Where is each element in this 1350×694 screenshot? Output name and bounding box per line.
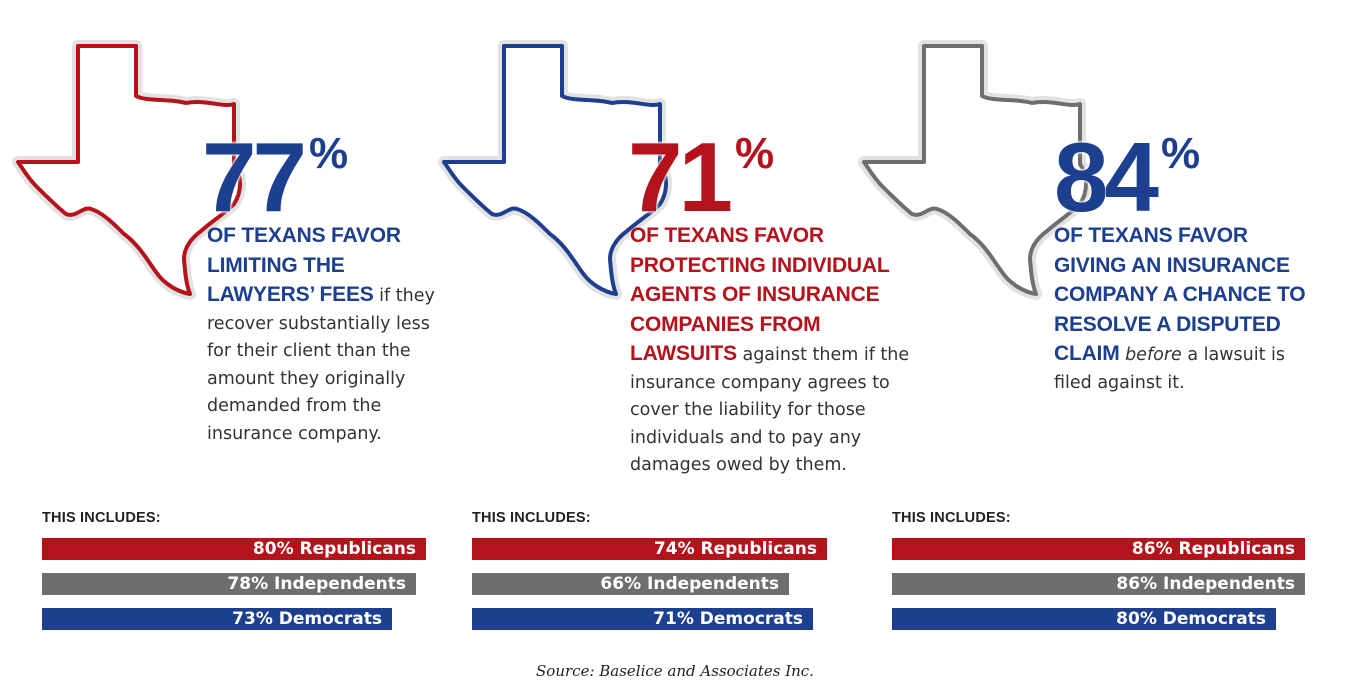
headline-detail: if they recover substantially less for t… (207, 286, 435, 444)
bar-republicans: 86% Republicans (892, 538, 1305, 560)
headline-percentage: 77% (202, 128, 348, 226)
headline-percentage-value: 71 (628, 122, 733, 232)
headline-percentage: 84% (1054, 128, 1200, 226)
headline-percentage-value: 77 (202, 122, 307, 232)
headline-emphasis: before (1125, 345, 1182, 365)
bar-independents: 66% Independents (472, 573, 789, 595)
headline-highlight: OF TEXANS FAVOR PROTECTING INDIVIDUAL AG… (630, 224, 890, 365)
texas-outline-stroke (442, 44, 668, 296)
headline-description: OF TEXANS FAVOR LIMITING THE LAWYERS’ FE… (207, 222, 435, 448)
texas-outline-icon (858, 40, 1092, 300)
headline-percentage-sign: % (309, 129, 349, 178)
texas-outline-icon (438, 40, 672, 300)
bar-republicans: 80% Republicans (42, 538, 426, 560)
stat-panel-resolve-claim: 84% OF TEXANS FAVOR GIVING AN INSURANCE C… (850, 0, 1306, 650)
bar-independents: 86% Independents (892, 573, 1305, 595)
includes-label: THIS INCLUDES: (892, 510, 1011, 526)
texas-outline-stroke (16, 44, 242, 296)
headline-highlight: OF TEXANS FAVOR LIMITING THE LAWYERS’ FE… (207, 224, 401, 306)
texas-outline-stroke (862, 44, 1088, 296)
bar-independents: 78% Independents (42, 573, 416, 595)
headline-percentage-sign: % (735, 129, 775, 178)
headline-detail: a lawsuit is filed against it. (1054, 345, 1286, 393)
bar-democrats: 73% Democrats (42, 608, 392, 630)
headline-highlight: OF TEXANS FAVOR GIVING AN INSURANCE COMP… (1054, 224, 1306, 365)
headline-percentage-sign: % (1161, 129, 1201, 178)
bar-republicans: 74% Republicans (472, 538, 827, 560)
headline-percentage: 71% (628, 128, 774, 226)
stat-panel-limiting-fees: 77% OF TEXANS FAVOR LIMITING THE LAWYERS’… (0, 0, 435, 650)
texas-outline-icon (12, 40, 246, 300)
bar-democrats: 80% Democrats (892, 608, 1276, 630)
headline-percentage-value: 84 (1054, 122, 1159, 232)
includes-label: THIS INCLUDES: (472, 510, 591, 526)
headline-detail: against them if the insurance company ag… (630, 345, 910, 475)
stat-panel-protecting-agents: 71% OF TEXANS FAVOR PROTECTING INDIVIDUAL… (430, 0, 909, 650)
bar-democrats: 71% Democrats (472, 608, 813, 630)
headline-description: OF TEXANS FAVOR GIVING AN INSURANCE COMP… (1054, 222, 1324, 397)
headline-description: OF TEXANS FAVOR PROTECTING INDIVIDUAL AG… (630, 222, 930, 480)
includes-label: THIS INCLUDES: (42, 510, 161, 526)
source-note: Source: Baselice and Associates Inc. (536, 662, 814, 680)
